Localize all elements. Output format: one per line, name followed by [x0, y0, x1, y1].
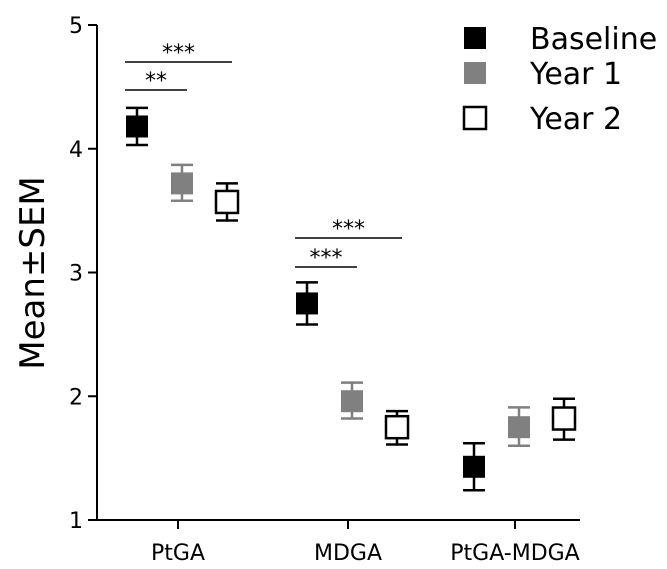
- axes: 1 2 3 4 5 PtGA MDGA PtGA-MDGA: [69, 14, 580, 566]
- x-tick-label-ptga-mdga: PtGA-MDGA: [450, 541, 579, 566]
- data-point: [384, 414, 410, 440]
- legend-label-baseline: Baseline: [530, 22, 657, 57]
- data-point: [171, 172, 193, 195]
- x-tick-label-ptga: PtGA: [151, 541, 205, 566]
- y-tick-label: 5: [69, 14, 83, 39]
- data-point: [296, 292, 318, 315]
- data-point: [214, 189, 240, 215]
- data-point: [551, 406, 577, 431]
- y-tick-label: 3: [69, 262, 83, 287]
- y-tick-label: 2: [69, 385, 83, 410]
- data-point: [508, 416, 530, 439]
- legend-marker-year-2: [462, 105, 488, 131]
- series-baseline: [126, 106, 485, 492]
- legend-label-year-2: Year 2: [529, 102, 622, 137]
- significance-label: ***: [332, 217, 365, 242]
- data-point: [341, 390, 363, 413]
- significance-label: ***: [162, 41, 195, 66]
- significance-label: ***: [310, 246, 343, 271]
- series-year-2: [214, 182, 577, 446]
- legend-marker-baseline: [464, 27, 486, 49]
- y-tick-label: 4: [69, 138, 83, 163]
- legend-label-year-1: Year 1: [529, 57, 622, 92]
- data-point: [463, 455, 485, 478]
- y-axis-title: Mean±SEM: [13, 176, 53, 370]
- legend-marker-year-1: [464, 62, 486, 84]
- data-marks: [126, 106, 577, 492]
- data-point: [126, 115, 148, 138]
- significance-label: **: [145, 69, 167, 94]
- x-tick-label-mdga: MDGA: [314, 541, 382, 566]
- y-tick-label: 1: [69, 509, 83, 534]
- significance-brackets: ***********: [125, 41, 402, 271]
- series-year-1: [171, 163, 530, 447]
